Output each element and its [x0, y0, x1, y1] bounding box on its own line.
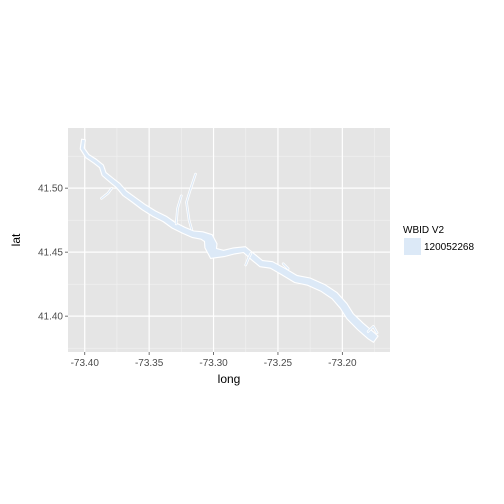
waterbody-polygon — [79, 138, 379, 343]
waterbody-layer — [79, 138, 379, 343]
tributary-channel — [282, 263, 289, 270]
y-axis-ticks: 41.40 41.45 41.50 — [38, 184, 68, 323]
x-tick-label: -73.20 — [328, 358, 357, 369]
x-tick-label: -73.25 — [264, 358, 293, 369]
tributary-channel — [245, 252, 252, 266]
minor-gridlines — [68, 128, 390, 352]
tributary-channel — [100, 187, 113, 199]
tributary-channel — [175, 195, 182, 225]
plot-panel — [68, 128, 390, 352]
y-tick-label: 41.45 — [38, 248, 63, 259]
x-axis-ticks: -73.40 -73.35 -73.30 -73.25 -73.20 — [71, 352, 357, 369]
legend-entry-label: 120052268 — [424, 242, 474, 253]
x-tick-label: -73.30 — [199, 358, 228, 369]
legend-key-swatch — [404, 238, 421, 255]
legend: WBID V2 120052268 — [403, 225, 474, 255]
y-tick-label: 41.50 — [38, 184, 63, 195]
major-gridlines — [68, 128, 390, 352]
x-tick-label: -73.35 — [135, 358, 164, 369]
x-axis-title: long — [218, 372, 241, 386]
y-tick-label: 41.40 — [38, 312, 63, 323]
tributary-channel — [185, 173, 197, 230]
x-tick-label: -73.40 — [71, 358, 100, 369]
y-axis-title: lat — [9, 233, 23, 246]
tributary-channel — [367, 325, 378, 334]
legend-title: WBID V2 — [403, 225, 445, 236]
